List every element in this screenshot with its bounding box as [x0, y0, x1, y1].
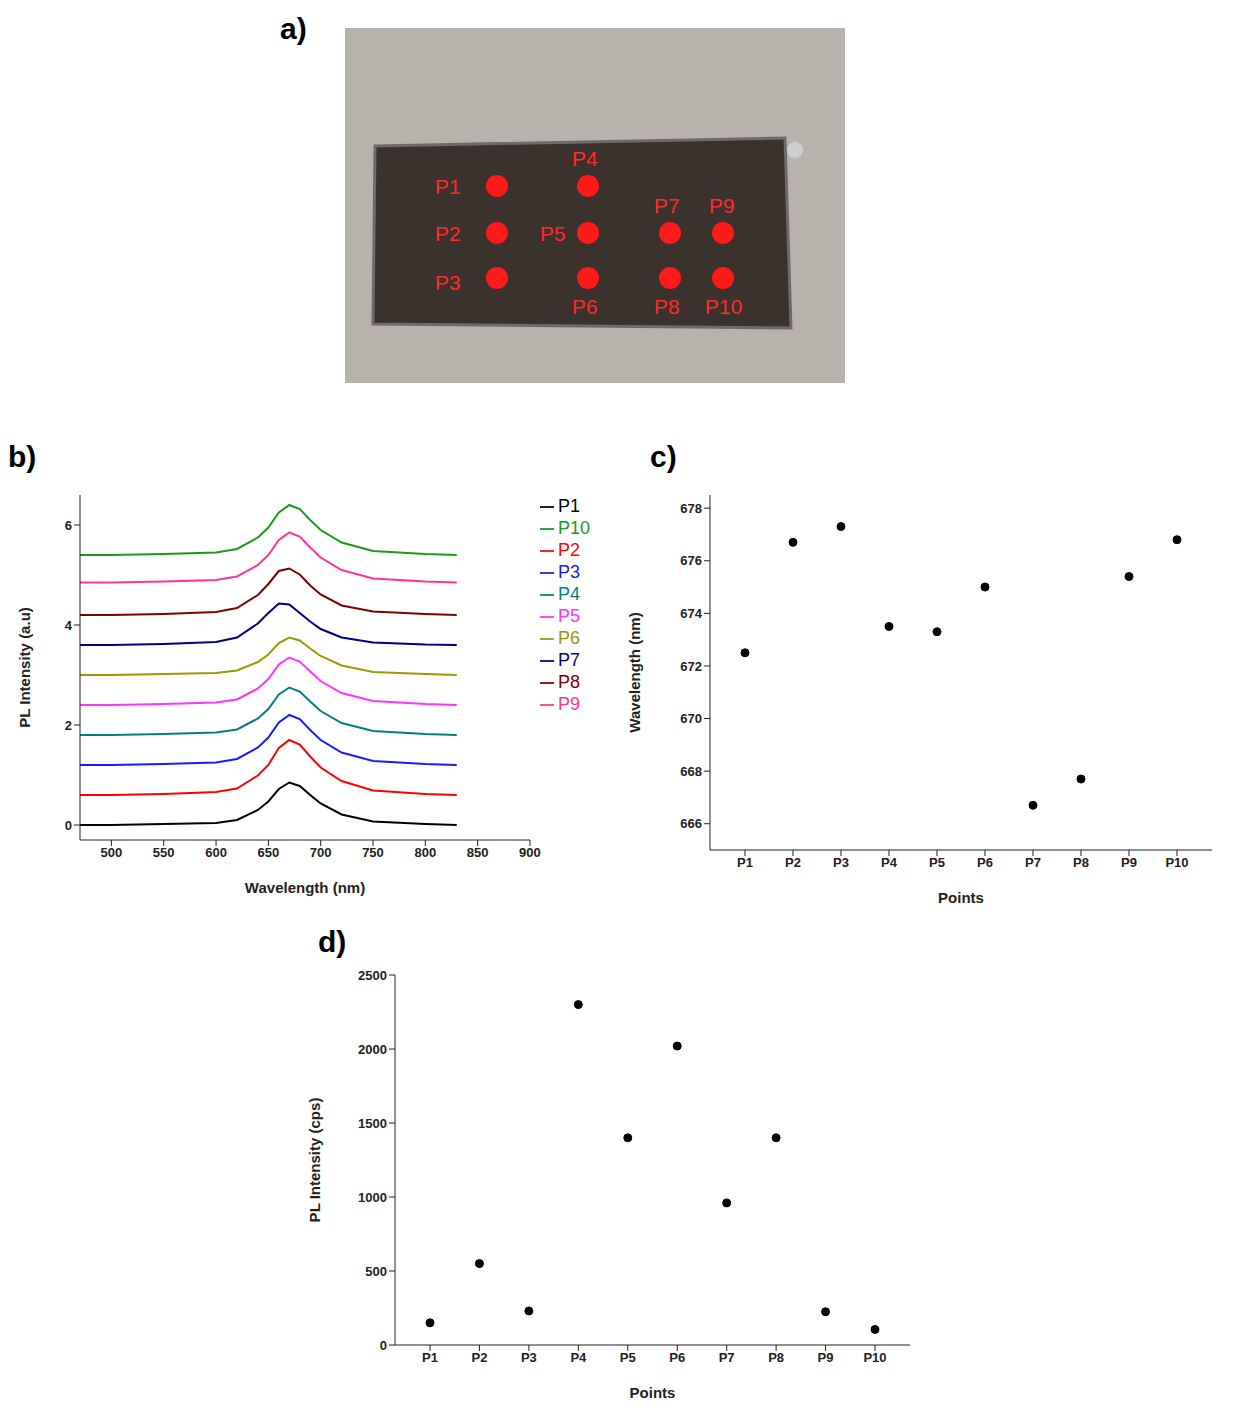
svg-text:P3: P3	[521, 1350, 537, 1365]
svg-text:500: 500	[101, 845, 123, 860]
svg-text:700: 700	[310, 845, 332, 860]
html-text:P9: P9	[558, 694, 580, 714]
svg-text:P6: P6	[669, 1350, 685, 1365]
svg-text:P3: P3	[435, 271, 461, 294]
svg-text:668: 668	[680, 764, 702, 779]
svg-text:P7: P7	[719, 1350, 735, 1365]
html-text:P4: P4	[558, 584, 580, 604]
html-text:P8: P8	[558, 672, 580, 692]
html-text:P1: P1	[558, 496, 580, 516]
svg-text:P4: P4	[881, 855, 898, 870]
svg-text:P3: P3	[833, 855, 849, 870]
svg-text:P9: P9	[818, 1350, 834, 1365]
svg-text:4: 4	[65, 618, 73, 633]
svg-text:P10: P10	[1165, 855, 1188, 870]
svg-text:P5: P5	[620, 1350, 636, 1365]
svg-text:6: 6	[65, 518, 72, 533]
svg-text:P2: P2	[471, 1350, 487, 1365]
svg-text:P1: P1	[435, 175, 461, 198]
svg-text:P1: P1	[422, 1350, 438, 1365]
svg-text:1000: 1000	[358, 1190, 387, 1205]
svg-text:Wavelength (nm): Wavelength (nm)	[626, 612, 643, 732]
html-text:c): c)	[650, 440, 677, 473]
svg-text:0: 0	[380, 1338, 387, 1353]
svg-text:0: 0	[65, 818, 72, 833]
svg-text:P6: P6	[977, 855, 993, 870]
svg-text:P10: P10	[863, 1350, 886, 1365]
svg-text:900: 900	[519, 845, 541, 860]
svg-text:2: 2	[65, 718, 72, 733]
svg-text:600: 600	[205, 845, 227, 860]
svg-text:P4: P4	[572, 147, 598, 170]
svg-text:PL Intensity (cps): PL Intensity (cps)	[306, 1098, 323, 1223]
svg-text:666: 666	[680, 816, 702, 831]
svg-text:1500: 1500	[358, 1116, 387, 1131]
svg-text:P2: P2	[785, 855, 801, 870]
svg-text:850: 850	[467, 845, 489, 860]
html-text:P2: P2	[558, 540, 580, 560]
html-text:P5: P5	[558, 606, 580, 626]
svg-text:P9: P9	[1121, 855, 1137, 870]
svg-text:P5: P5	[540, 222, 566, 245]
html-text:b): b)	[8, 440, 37, 473]
svg-text:P6: P6	[572, 295, 598, 318]
html-text:P7: P7	[558, 650, 580, 670]
svg-text:2500: 2500	[358, 968, 387, 983]
svg-text:Points: Points	[938, 889, 984, 906]
html-text:d): d)	[318, 925, 347, 958]
svg-text:750: 750	[362, 845, 384, 860]
svg-text:2000: 2000	[358, 1042, 387, 1057]
svg-text:P9: P9	[709, 194, 735, 217]
svg-text:P7: P7	[1025, 855, 1041, 870]
svg-text:674: 674	[680, 606, 702, 621]
svg-text:672: 672	[680, 659, 702, 674]
svg-text:676: 676	[680, 553, 702, 568]
svg-text:550: 550	[153, 845, 175, 860]
svg-text:Points: Points	[630, 1384, 676, 1401]
svg-text:P1: P1	[737, 855, 753, 870]
svg-text:Wavelength (nm): Wavelength (nm)	[245, 879, 365, 896]
svg-text:650: 650	[258, 845, 280, 860]
svg-text:P8: P8	[768, 1350, 784, 1365]
html-text:P6: P6	[558, 628, 580, 648]
svg-text:P10: P10	[705, 295, 742, 318]
svg-text:P8: P8	[654, 295, 680, 318]
html-text:P10: P10	[558, 518, 590, 538]
svg-text:678: 678	[680, 501, 702, 516]
svg-text:670: 670	[680, 711, 702, 726]
svg-text:P7: P7	[654, 194, 680, 217]
svg-text:800: 800	[414, 845, 436, 860]
svg-text:P5: P5	[929, 855, 945, 870]
svg-text:PL Intensity (a.u): PL Intensity (a.u)	[16, 607, 33, 728]
svg-text:P4: P4	[570, 1350, 587, 1365]
svg-text:500: 500	[365, 1264, 387, 1279]
svg-text:P8: P8	[1073, 855, 1089, 870]
html-text:P3: P3	[558, 562, 580, 582]
svg-text:P2: P2	[435, 222, 461, 245]
html-text:a): a)	[280, 12, 307, 45]
